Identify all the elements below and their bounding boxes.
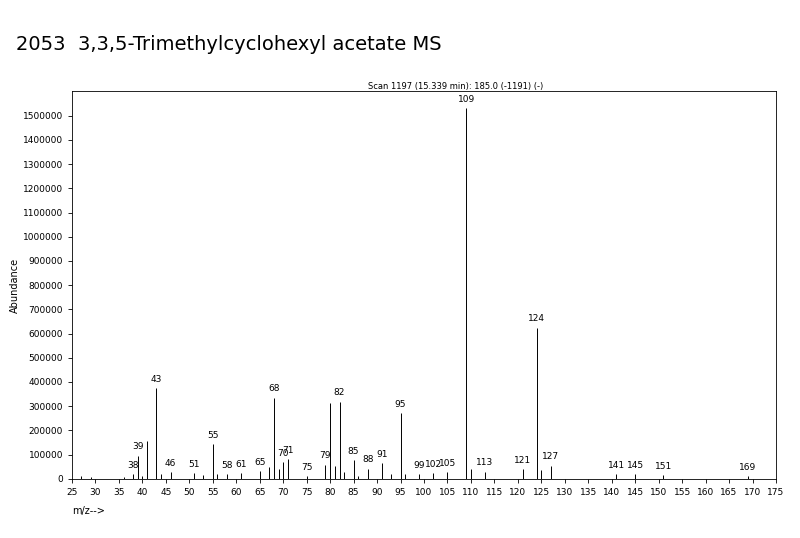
Text: 61: 61 <box>235 460 246 469</box>
Text: 75: 75 <box>301 463 313 471</box>
Text: 88: 88 <box>362 455 374 464</box>
Text: 82: 82 <box>334 388 346 398</box>
Text: Scan 1197 (15.339 min): 185.0 (-1191) (-): Scan 1197 (15.339 min): 185.0 (-1191) (-… <box>368 82 543 91</box>
Text: 95: 95 <box>394 400 406 409</box>
Text: 99: 99 <box>414 461 425 470</box>
Text: 151: 151 <box>654 462 672 471</box>
Text: 55: 55 <box>207 431 218 440</box>
Text: m/z-->: m/z--> <box>72 506 105 516</box>
Text: 39: 39 <box>132 442 143 451</box>
Text: 38: 38 <box>127 461 138 470</box>
Text: 145: 145 <box>626 461 644 470</box>
Text: 113: 113 <box>476 458 494 467</box>
Text: 43: 43 <box>150 374 162 384</box>
Text: 51: 51 <box>188 460 200 469</box>
Text: 127: 127 <box>542 452 559 461</box>
Text: 85: 85 <box>348 447 359 456</box>
Text: 91: 91 <box>376 450 387 459</box>
Text: 109: 109 <box>458 95 475 104</box>
Text: 141: 141 <box>608 461 625 470</box>
Text: 58: 58 <box>221 461 233 470</box>
Text: 79: 79 <box>320 451 331 461</box>
Text: 169: 169 <box>739 463 757 471</box>
Text: 2053  3,3,5-Trimethylcyclohexyl acetate MS: 2053 3,3,5-Trimethylcyclohexyl acetate M… <box>16 35 442 54</box>
Y-axis label: Abundance: Abundance <box>10 258 20 313</box>
Text: 71: 71 <box>282 445 294 455</box>
Text: 70: 70 <box>278 449 289 458</box>
Text: 124: 124 <box>528 314 545 323</box>
Text: 65: 65 <box>254 458 266 467</box>
Text: 105: 105 <box>439 459 456 468</box>
Text: 102: 102 <box>425 459 442 469</box>
Text: 121: 121 <box>514 456 531 465</box>
Text: 68: 68 <box>268 384 279 393</box>
Text: 46: 46 <box>165 459 176 468</box>
